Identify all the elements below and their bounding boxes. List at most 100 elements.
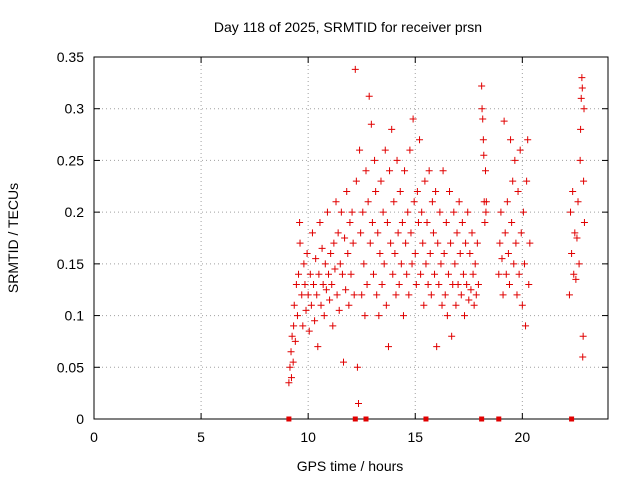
data-point bbox=[388, 125, 396, 133]
data-point bbox=[368, 218, 376, 226]
data-point bbox=[378, 281, 386, 289]
data-point bbox=[503, 198, 511, 206]
data-point bbox=[291, 337, 299, 345]
data-point bbox=[318, 244, 326, 252]
data-point bbox=[308, 229, 316, 237]
data-point bbox=[394, 229, 402, 237]
data-point bbox=[372, 187, 380, 195]
data-point bbox=[334, 229, 342, 237]
data-point bbox=[290, 322, 298, 330]
x-tick-label: 15 bbox=[407, 429, 423, 445]
data-point bbox=[389, 270, 397, 278]
data-point bbox=[479, 115, 487, 123]
data-point bbox=[312, 255, 320, 263]
data-point bbox=[422, 260, 430, 268]
data-point bbox=[356, 146, 364, 154]
data-point bbox=[363, 281, 371, 289]
chart-title: Day 118 of 2025, SRMTID for receiver prs… bbox=[214, 19, 482, 35]
data-point bbox=[421, 177, 429, 185]
data-point bbox=[462, 239, 470, 247]
data-point bbox=[473, 239, 481, 247]
data-point bbox=[510, 260, 518, 268]
data-point bbox=[514, 187, 522, 195]
data-point bbox=[395, 281, 403, 289]
x-tick-label: 5 bbox=[197, 429, 205, 445]
data-point bbox=[311, 317, 319, 325]
data-point bbox=[523, 177, 531, 185]
data-point bbox=[403, 270, 411, 278]
data-point bbox=[338, 270, 346, 278]
data-point bbox=[331, 265, 339, 273]
baseline-mark bbox=[479, 416, 485, 422]
data-point bbox=[380, 260, 388, 268]
data-point bbox=[463, 281, 471, 289]
data-point bbox=[580, 218, 588, 226]
data-point bbox=[310, 281, 318, 289]
data-point bbox=[392, 291, 400, 299]
data-point bbox=[286, 363, 294, 371]
data-point bbox=[407, 229, 415, 237]
data-point bbox=[315, 270, 323, 278]
data-point bbox=[569, 187, 577, 195]
data-point bbox=[466, 250, 474, 258]
data-point bbox=[300, 260, 308, 268]
baseline-mark bbox=[286, 416, 292, 422]
data-point bbox=[350, 291, 358, 299]
data-point bbox=[496, 239, 504, 247]
data-point bbox=[293, 312, 301, 320]
data-point bbox=[399, 312, 407, 320]
data-point bbox=[405, 291, 413, 299]
data-point bbox=[471, 260, 479, 268]
y-tick-label: 0 bbox=[76, 411, 84, 427]
data-point bbox=[454, 281, 462, 289]
data-point bbox=[344, 250, 352, 258]
data-point bbox=[577, 94, 585, 102]
data-point bbox=[373, 291, 381, 299]
data-point bbox=[512, 239, 520, 247]
data-point bbox=[577, 125, 585, 133]
y-tick-label: 0.05 bbox=[57, 359, 84, 375]
data-point bbox=[426, 250, 434, 258]
data-point bbox=[478, 82, 486, 90]
data-point bbox=[360, 260, 368, 268]
data-point bbox=[379, 208, 387, 216]
y-tick-label: 0.25 bbox=[57, 152, 84, 168]
y-tick-labels: 0 0.05 0.1 0.15 0.2 0.25 0.3 0.35 bbox=[57, 49, 84, 427]
data-point bbox=[358, 291, 366, 299]
data-point bbox=[377, 177, 385, 185]
data-point bbox=[457, 291, 465, 299]
data-point bbox=[573, 234, 581, 242]
data-point bbox=[320, 312, 328, 320]
data-point bbox=[572, 275, 580, 283]
data-point bbox=[381, 146, 389, 154]
data-point bbox=[328, 281, 336, 289]
x-tick-labels: 0 5 10 15 20 bbox=[90, 429, 530, 445]
data-point bbox=[433, 343, 441, 351]
data-point bbox=[335, 306, 343, 314]
data-point bbox=[504, 250, 512, 258]
baseline-mark bbox=[569, 416, 575, 422]
data-point bbox=[366, 239, 374, 247]
data-point bbox=[580, 177, 588, 185]
data-point bbox=[285, 379, 293, 387]
data-point bbox=[509, 177, 517, 185]
data-point bbox=[435, 281, 443, 289]
y-tick-label: 0.2 bbox=[65, 204, 85, 220]
data-point bbox=[524, 136, 532, 144]
data-point bbox=[288, 332, 296, 340]
data-point bbox=[456, 250, 464, 258]
data-point bbox=[507, 136, 515, 144]
data-point bbox=[302, 306, 310, 314]
data-point bbox=[438, 301, 446, 309]
data-point bbox=[447, 239, 455, 247]
data-point bbox=[287, 348, 295, 356]
data-point bbox=[390, 198, 398, 206]
data-point bbox=[455, 198, 463, 206]
data-point bbox=[470, 301, 478, 309]
baseline-marks bbox=[286, 416, 575, 422]
data-point bbox=[451, 260, 459, 268]
data-point bbox=[402, 239, 410, 247]
data-point bbox=[522, 322, 530, 330]
data-point bbox=[576, 156, 584, 164]
data-point bbox=[459, 270, 467, 278]
